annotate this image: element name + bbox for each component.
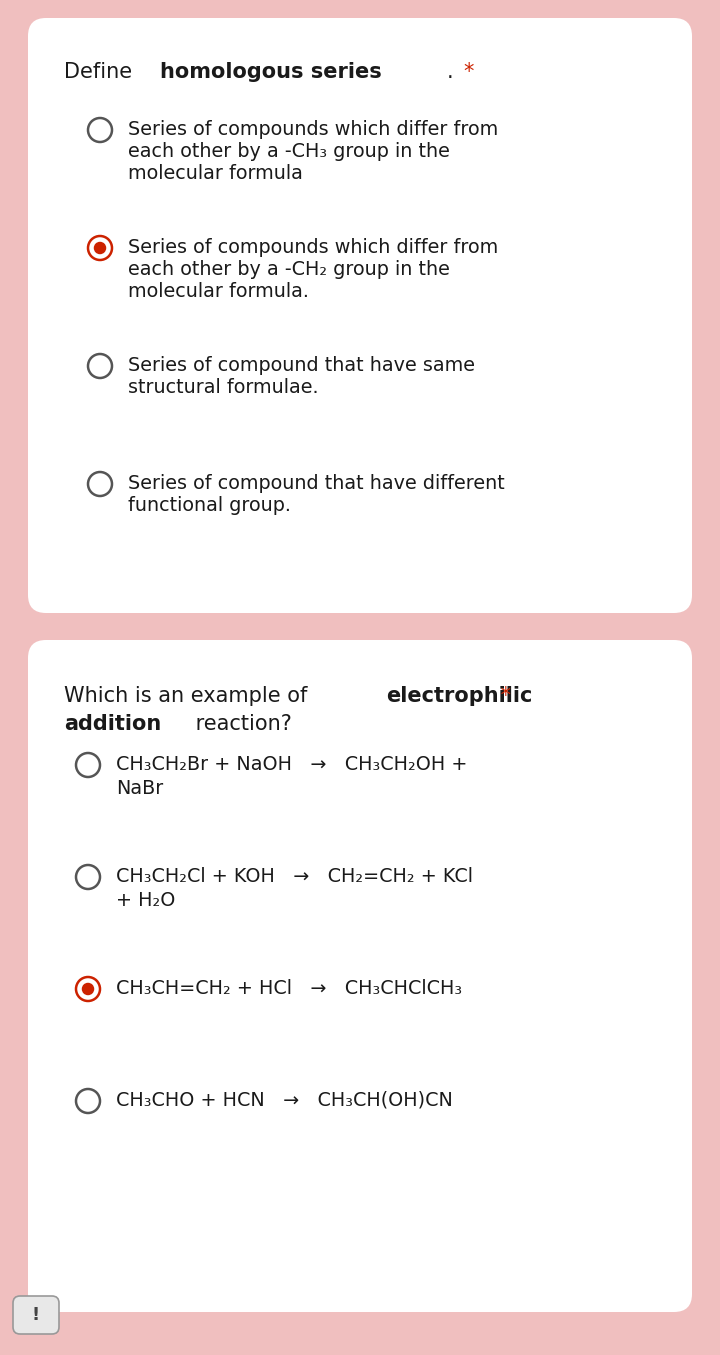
Text: reaction?: reaction? (189, 714, 292, 734)
Circle shape (88, 354, 112, 378)
Text: molecular formula: molecular formula (128, 164, 303, 183)
Text: molecular formula.: molecular formula. (128, 282, 309, 301)
Text: CH₃CH=CH₂ + HCl   →   CH₃CHClCH₃: CH₃CH=CH₂ + HCl → CH₃CHClCH₃ (116, 980, 462, 999)
Text: electrophilic: electrophilic (387, 686, 533, 706)
Text: Series of compounds which differ from: Series of compounds which differ from (128, 238, 498, 257)
Text: Series of compound that have same: Series of compound that have same (128, 356, 475, 375)
Text: each other by a -CH₂ group in the: each other by a -CH₂ group in the (128, 260, 450, 279)
Circle shape (88, 236, 112, 260)
FancyBboxPatch shape (28, 640, 692, 1312)
Circle shape (88, 118, 112, 142)
Text: addition: addition (64, 714, 161, 734)
Text: NaBr: NaBr (116, 779, 163, 798)
Text: structural formulae.: structural formulae. (128, 378, 319, 397)
Circle shape (94, 241, 107, 255)
Text: .: . (446, 62, 460, 83)
Text: Series of compound that have different: Series of compound that have different (128, 474, 505, 493)
Text: each other by a -CH₃ group in the: each other by a -CH₃ group in the (128, 142, 450, 161)
Text: homologous series: homologous series (161, 62, 382, 83)
Circle shape (76, 753, 100, 776)
Text: *: * (464, 62, 474, 83)
Text: + H₂O: + H₂O (116, 892, 176, 911)
Text: CH₃CH₂Br + NaOH   →   CH₃CH₂OH +: CH₃CH₂Br + NaOH → CH₃CH₂OH + (116, 755, 467, 774)
Text: Which is an example of: Which is an example of (64, 686, 314, 706)
Circle shape (76, 864, 100, 889)
FancyBboxPatch shape (28, 18, 692, 612)
Text: !: ! (32, 1306, 40, 1324)
Text: functional group.: functional group. (128, 496, 291, 515)
Text: Series of compounds which differ from: Series of compounds which differ from (128, 121, 498, 140)
Text: Define: Define (64, 62, 139, 83)
Circle shape (82, 982, 94, 995)
Text: CH₃CHO + HCN   →   CH₃CH(OH)CN: CH₃CHO + HCN → CH₃CH(OH)CN (116, 1091, 453, 1110)
Circle shape (88, 472, 112, 496)
FancyBboxPatch shape (13, 1295, 59, 1335)
Circle shape (76, 1089, 100, 1112)
Text: *: * (494, 686, 511, 706)
Circle shape (76, 977, 100, 1001)
Text: CH₃CH₂Cl + KOH   →   CH₂=CH₂ + KCl: CH₃CH₂Cl + KOH → CH₂=CH₂ + KCl (116, 867, 473, 886)
